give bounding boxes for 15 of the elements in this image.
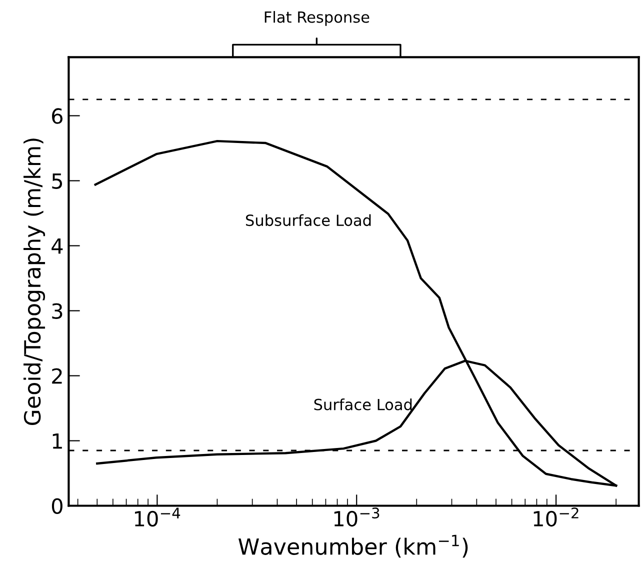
x-tick-label: 10$^{−4}$ xyxy=(134,508,180,527)
series-label: Surface Load xyxy=(314,398,412,410)
x-tick-label: 10$^{−3}$ xyxy=(334,507,380,527)
text: Flat Response xyxy=(264,11,370,26)
x-tick-label: 10$^{−2}$ xyxy=(534,507,578,527)
y-tick-label: 4 xyxy=(52,238,63,254)
y-tick-label: 6 xyxy=(52,108,63,124)
y-tick-label: 5 xyxy=(52,173,62,189)
y-tick-label: 0 xyxy=(52,498,62,514)
y-tick-label: 1 xyxy=(52,433,62,449)
y-tick-label: 2 xyxy=(52,368,62,384)
x-axis-title: Wavenumber (km$^{−1}$) xyxy=(238,534,468,558)
series-label: Subsurface Load xyxy=(246,214,371,226)
y-tick-label: 3 xyxy=(52,303,62,319)
y-axis-title: Geoid/Topography (m/km) xyxy=(24,138,46,426)
